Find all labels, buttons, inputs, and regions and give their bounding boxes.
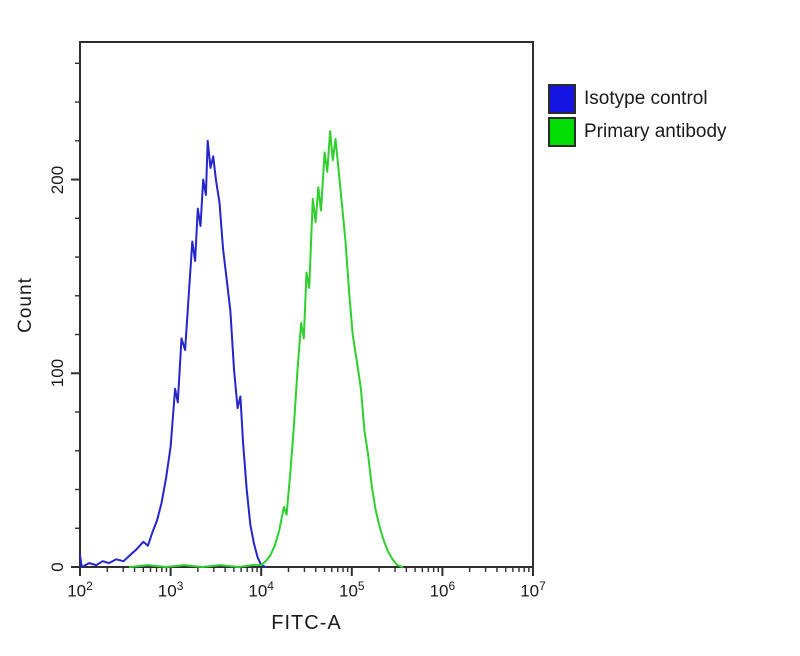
curve-primary-antibody (128, 130, 404, 568)
x-tick-label-10e5: 105 (338, 579, 365, 601)
x-tick-label-10e3: 103 (157, 579, 184, 601)
legend-swatch-isotype-control (548, 84, 576, 114)
y-tick-label-0: 0 (48, 562, 67, 572)
x-tick-label-10e4: 104 (248, 579, 274, 601)
legend-swatch-primary-antibody (548, 117, 576, 147)
curve-isotype-control (79, 139, 267, 568)
y-tick-label-200: 200 (48, 165, 67, 194)
x-axis-label: FITC-A (271, 612, 342, 634)
y-axis-label: Count (15, 277, 36, 333)
legend: Isotype control Primary antibody (548, 84, 727, 150)
legend-label-primary-antibody: Primary antibody (584, 121, 727, 142)
y-tick-label-100: 100 (48, 359, 67, 388)
x-tick-label-10e6: 106 (429, 579, 456, 601)
x-tick-label-10e2: 102 (67, 579, 93, 601)
legend-item-isotype-control: Isotype control (548, 84, 727, 114)
legend-label-isotype-control: Isotype control (584, 88, 708, 109)
plot-frame (79, 41, 534, 568)
x-tick-label-10e7: 107 (520, 579, 546, 601)
legend-item-primary-antibody: Primary antibody (548, 117, 727, 147)
